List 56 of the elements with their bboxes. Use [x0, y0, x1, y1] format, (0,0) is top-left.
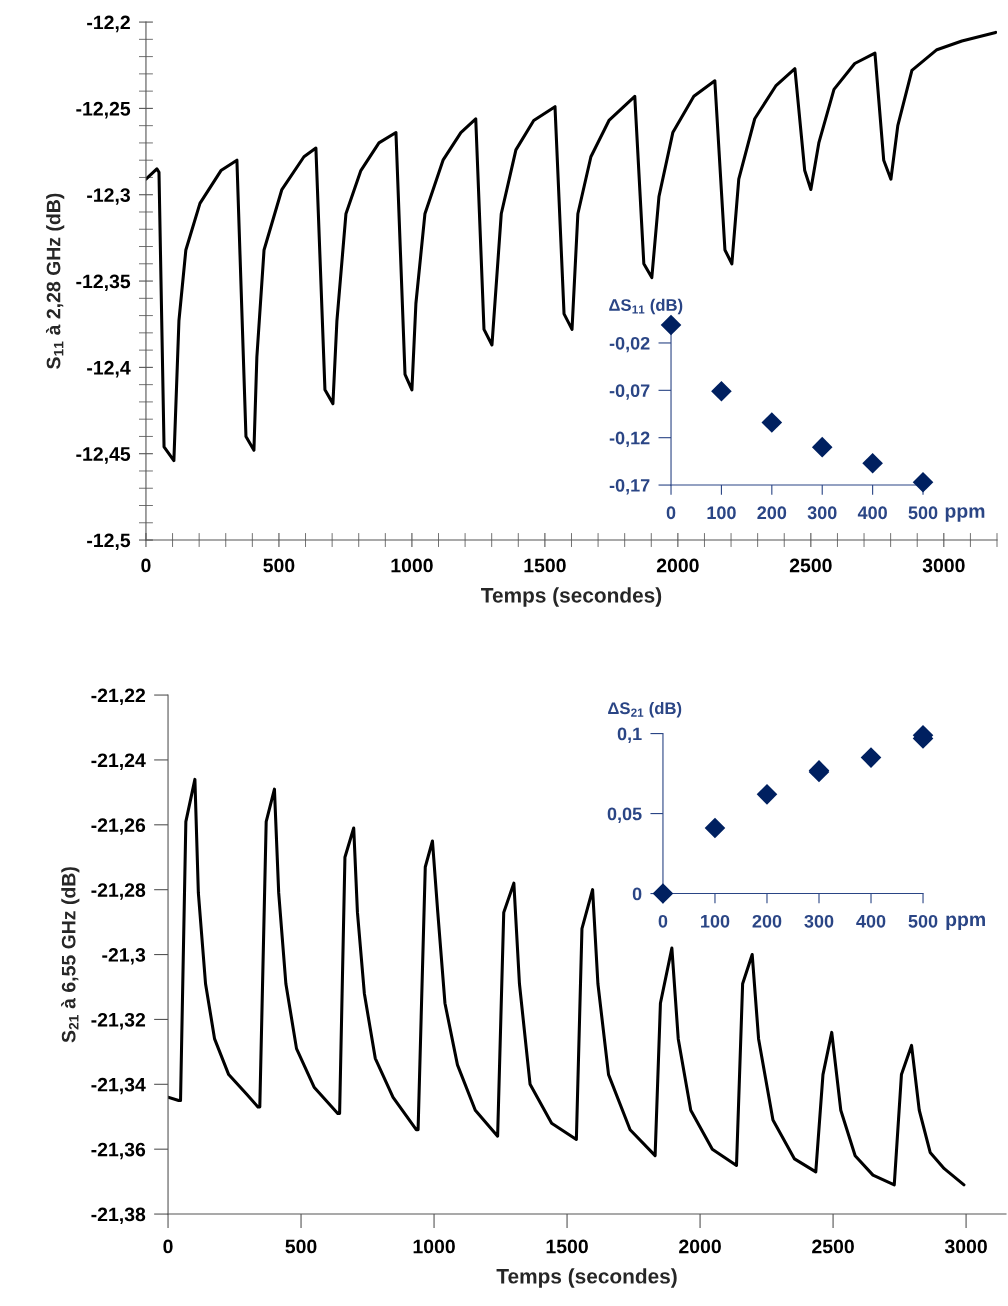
x-tick-label: 400	[856, 914, 886, 928]
x-axis-title: ppm	[945, 507, 985, 522]
x-tick-label: 3000	[944, 1239, 987, 1254]
x-tick-label: 100	[701, 914, 730, 928]
y-tick-label: -12,5	[87, 533, 131, 551]
x-tick-label: 2500	[789, 558, 832, 573]
y-tick-label: -12,3	[87, 188, 130, 205]
x-tick-label: 1500	[546, 1239, 588, 1254]
y-tick-label: -21,28	[91, 883, 146, 900]
x-tick-label: 2500	[812, 1239, 854, 1254]
y-tick-label: -21,34	[91, 1077, 146, 1095]
y-tick-label: -0,02	[609, 336, 650, 353]
y-tick-label: -12,25	[76, 101, 131, 119]
x-tick-label: 1000	[413, 1239, 455, 1254]
x-tick-label: 3000	[922, 558, 965, 573]
y-tick-label: -0,07	[609, 384, 650, 400]
y-tick-label: 0,05	[607, 807, 642, 823]
x-tick-label: 1500	[524, 558, 566, 573]
x-tick-label: 100	[707, 506, 736, 520]
x-tick-label: 400	[857, 506, 887, 520]
y-axis-title: ΔS$_{11}$ (dB)	[609, 298, 683, 315]
y-tick-label: -12,45	[76, 447, 131, 464]
y-tick-label: -21,22	[91, 688, 146, 706]
x-tick-label: 200	[752, 914, 782, 928]
y-tick-label: -21,26	[91, 818, 146, 835]
x-tick-label: 200	[757, 506, 787, 520]
y-tick-label: -0,17	[609, 478, 650, 495]
x-tick-label: 300	[804, 914, 834, 928]
y-axis-title: ΔS$_{21}$ (dB)	[608, 701, 682, 718]
x-tick-label: 500	[263, 558, 295, 573]
y-tick-label: -21,38	[91, 1207, 146, 1225]
y-tick-label: -12,4	[87, 360, 131, 378]
y-tick-label: -21,36	[91, 1142, 146, 1160]
x-axis-title: ppm	[946, 915, 985, 931]
x-axis-title: Temps (secondes)	[496, 1268, 677, 1288]
x-axis-title: Temps (secondes)	[481, 587, 662, 607]
x-tick-label: 2000	[679, 1239, 721, 1254]
y-tick-label: -21,32	[91, 1012, 146, 1030]
x-tick-label: 0	[658, 914, 668, 928]
x-tick-label: 500	[908, 914, 938, 928]
x-tick-label: 0	[666, 506, 676, 520]
x-tick-label: 500	[285, 1239, 317, 1254]
x-tick-label: 0	[163, 1239, 173, 1254]
y-tick-label: 0	[632, 887, 642, 901]
x-tick-label: 2000	[656, 558, 699, 573]
x-tick-label: 500	[908, 506, 938, 520]
y-tick-label: -21,3	[102, 948, 146, 965]
y-tick-label: -12,35	[76, 274, 131, 292]
y-tick-label: -12,2	[87, 15, 130, 33]
y-tick-label: 0,1	[617, 727, 642, 743]
y-axis-title: S$_{21}$ à 6,55 GHz (dB)	[61, 867, 80, 1043]
y-tick-label: -0,12	[609, 431, 650, 448]
y-axis-title: S$_{11}$ à 2,28 GHz (dB)	[45, 193, 65, 369]
x-tick-label: 300	[807, 506, 837, 520]
y-tick-label: -21,24	[91, 753, 146, 770]
x-tick-label: 1000	[391, 558, 433, 573]
